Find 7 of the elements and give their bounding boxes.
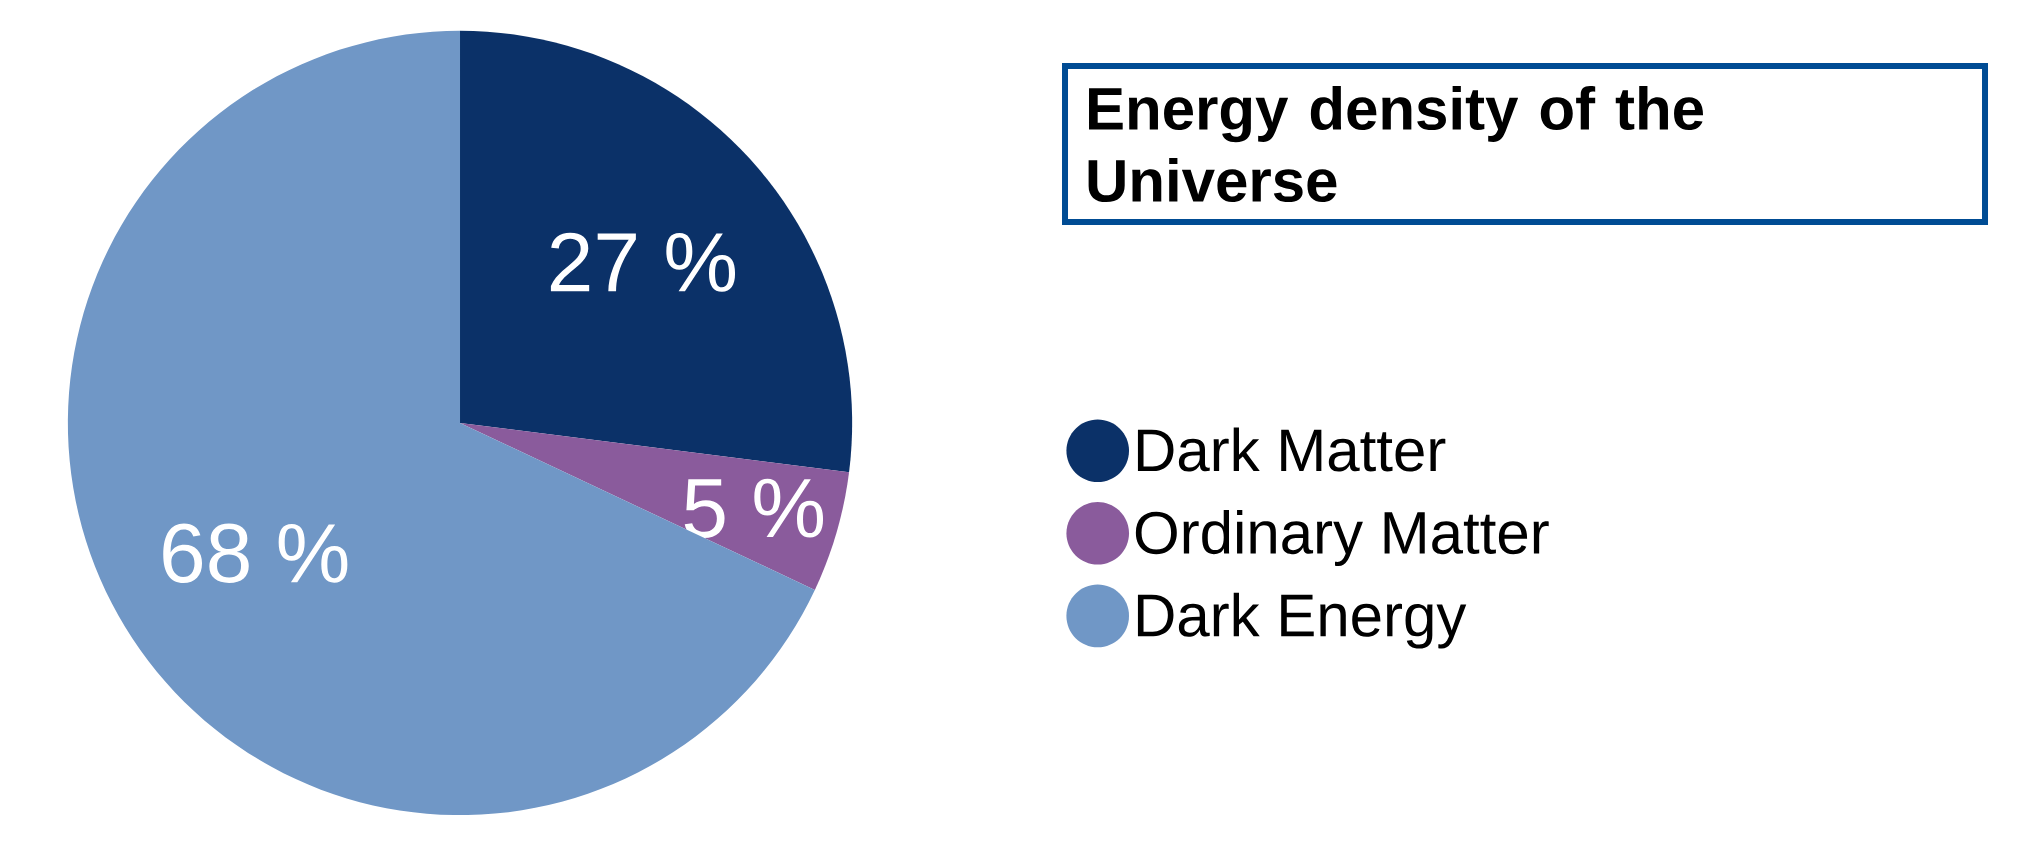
legend-label: Ordinary Matter (1135, 510, 1549, 566)
legend-label: Dark Matter (1137, 427, 1446, 472)
data-label: 5 % (684, 478, 824, 538)
data-label: 68 % (163, 523, 348, 584)
text: Energy density of the Universe (1088, 86, 1704, 203)
data-label: 27 % (550, 232, 736, 292)
legend-label: Dark Energy (1137, 592, 1467, 649)
